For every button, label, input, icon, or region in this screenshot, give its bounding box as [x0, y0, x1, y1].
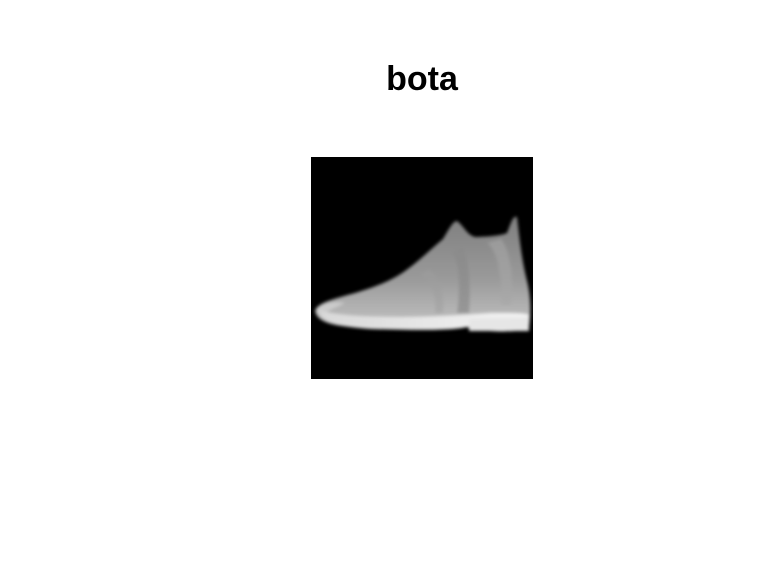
image-title: bota	[386, 60, 458, 98]
image-axes	[311, 157, 533, 379]
boot-icon	[315, 216, 531, 332]
